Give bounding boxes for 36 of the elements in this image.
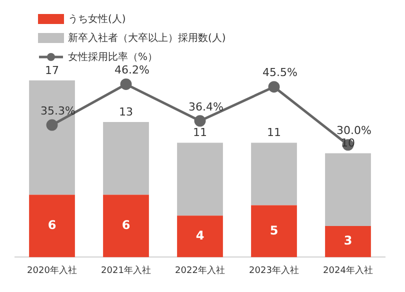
bar [103,122,149,195]
point [194,115,206,127]
data-label: 36.4% [188,100,224,114]
total-label: 11 [267,126,281,140]
bar [325,226,371,258]
data-label: 46.2% [114,64,150,77]
legend-label: 女性採用比率（%） [68,50,158,64]
point [268,81,280,93]
bar [251,142,297,206]
bar [177,216,223,258]
legend-label: 新卒入社者（大卒以上）採用数(人) [68,32,226,45]
x-tick-label: 2024年入社 [323,264,373,276]
bar [103,194,149,258]
x-tick-label: 2021年入社 [101,264,151,276]
legend-label: うち女性(人) [68,12,126,26]
data-label: 30.0% [336,124,372,138]
bar [29,194,75,258]
total-label: 13 [119,105,133,118]
point [120,78,132,90]
point [46,119,58,131]
bar [177,142,223,216]
data-label: 6 [122,218,130,232]
data-label: 3 [344,234,352,248]
data-label: 35.3% [40,104,76,118]
x-tick-label: 2022年入社 [175,264,225,276]
data-label: 5 [270,223,278,238]
x-tick-label: 2020年入社 [27,264,77,276]
data-label: 4 [196,228,204,243]
data-label: 6 [48,218,56,232]
total-label: 11 [193,126,207,140]
bar [251,205,297,258]
bar [29,80,75,195]
total-label: 17 [45,64,59,77]
bar [325,153,371,226]
x-tick-label: 2023年入社 [249,264,299,276]
data-label: 45.5% [262,66,298,80]
